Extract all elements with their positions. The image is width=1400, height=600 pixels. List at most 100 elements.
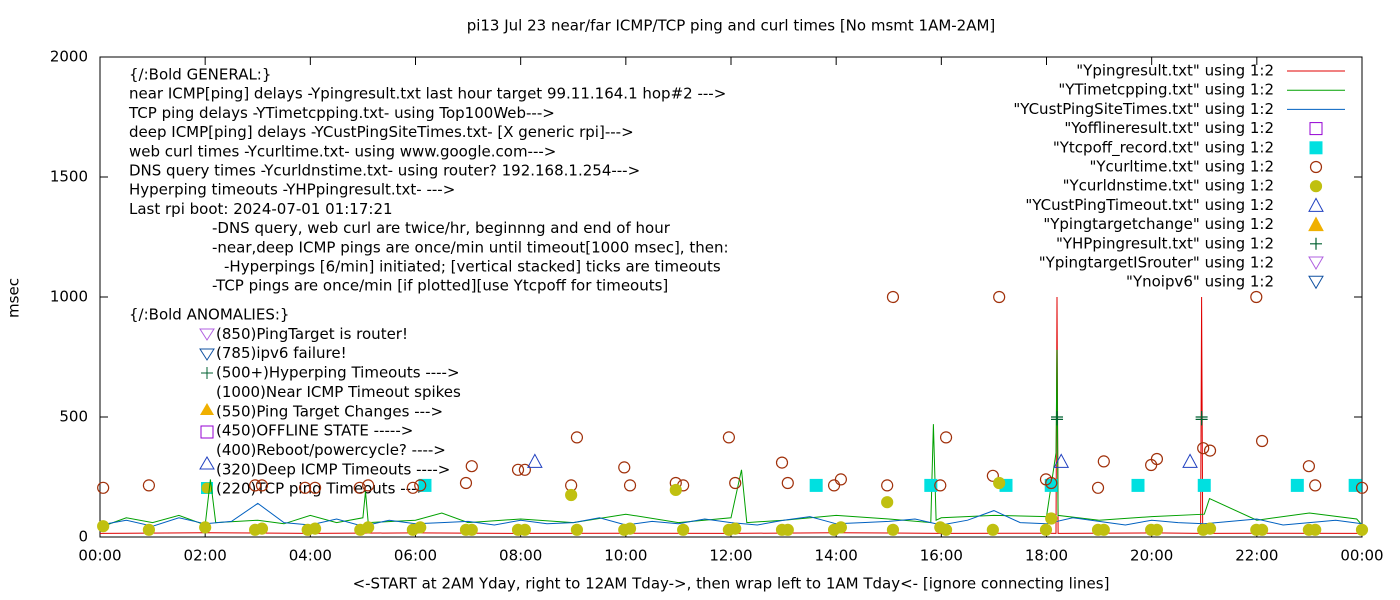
marker <box>308 481 322 494</box>
marker <box>722 431 735 444</box>
legend-swatch <box>1310 237 1322 250</box>
marker <box>993 476 1006 490</box>
x-tick-label: 12:00 <box>709 547 752 565</box>
marker <box>142 479 156 492</box>
series-line <box>99 349 1363 528</box>
marker <box>199 521 212 534</box>
legend-label: "Ypingresult.txt" using 1:2 <box>1076 62 1274 80</box>
legend-swatch <box>1309 141 1323 155</box>
annotation: (320)Deep ICMP Timeouts ----> <box>216 460 450 478</box>
marker <box>1355 523 1369 536</box>
legend-label: "Yofflineresult.txt" using 1:2 <box>1064 119 1274 137</box>
marker <box>939 431 953 444</box>
marker <box>1097 523 1110 536</box>
marker <box>465 460 478 473</box>
marker <box>570 523 584 536</box>
annotation: near ICMP[ping] delays -Ypingresult.txt … <box>129 85 726 103</box>
marker <box>934 479 947 492</box>
legend-swatch <box>1308 275 1324 290</box>
icon <box>199 348 215 361</box>
x-tick-label: 22:00 <box>1235 547 1278 565</box>
marker <box>1355 481 1369 494</box>
legend-swatch <box>1308 216 1324 232</box>
marker <box>729 476 742 490</box>
marker <box>834 521 847 534</box>
marker <box>353 481 366 494</box>
annotation: Hyperping timeouts -YHPpingresult.txt- -… <box>129 181 455 199</box>
y-tick-label: 2000 <box>50 48 88 66</box>
chart-title: pi13 Jul 23 near/far ICMP/TCP ping and c… <box>467 17 996 35</box>
annotation: (1000)Near ICMP Timeout spikes <box>216 383 461 401</box>
marker <box>459 476 473 490</box>
marker <box>465 523 478 536</box>
marker <box>1051 413 1064 426</box>
marker <box>1195 413 1208 426</box>
x-tick-label: 14:00 <box>815 547 858 565</box>
icon <box>201 367 213 379</box>
marker <box>511 463 525 476</box>
annotation: Last rpi boot: 2024-07-01 01:17:21 <box>129 200 393 218</box>
legend-swatch <box>1309 180 1323 193</box>
marker <box>255 479 269 492</box>
marker <box>362 479 375 492</box>
marker <box>97 481 110 494</box>
marker <box>986 523 999 536</box>
marker <box>418 478 432 492</box>
annotation: -TCP pings are once/min [if plotted][use… <box>212 277 668 295</box>
marker <box>827 479 841 492</box>
legend-label: "Ytcpoff_record.txt" using 1:2 <box>1053 138 1274 157</box>
annotation: (500+)Hyperping Timeouts ----> <box>216 364 460 382</box>
marker <box>939 523 953 536</box>
y-axis-label: msec <box>5 278 23 318</box>
marker <box>518 463 531 476</box>
annotation: (220)TCP ping Timeouts ---> <box>216 480 429 498</box>
icon <box>199 456 215 470</box>
legend-label: "YTimetcpping.txt" using 1:2 <box>1058 81 1274 99</box>
marker <box>406 481 419 494</box>
x-tick-label: 16:00 <box>920 547 963 565</box>
legend-label: "Ycurldnstime.txt" using 1:2 <box>1063 177 1274 195</box>
x-tick-label: 00:00 <box>78 547 121 565</box>
annotation: TCP ping delays -YTimetcpping.txt- using… <box>128 104 555 122</box>
marker <box>308 522 322 535</box>
marker <box>255 522 269 535</box>
marker <box>1302 460 1315 473</box>
annotation: (785)ipv6 failure! <box>216 344 347 362</box>
marker <box>362 521 375 534</box>
marker <box>1045 512 1058 525</box>
marker <box>1150 523 1164 536</box>
annotation: web curl times -Ycurltime.txt- using www… <box>129 142 556 160</box>
marker <box>677 523 690 536</box>
annotation: DNS query times -Ycurldnstime.txt- using… <box>129 162 640 180</box>
marker <box>1097 455 1110 468</box>
annotation: -near,deep ICMP pings are once/min until… <box>212 238 729 256</box>
marker <box>781 523 794 536</box>
legend-label: "YHPpingresult.txt" using 1:2 <box>1056 234 1274 252</box>
x-tick-label: 20:00 <box>1130 547 1173 565</box>
marker <box>729 522 742 535</box>
marker <box>1348 478 1362 492</box>
marker <box>775 456 789 469</box>
icon <box>200 403 214 415</box>
annotation: deep ICMP[ping] delays -YCustPingSiteTim… <box>129 123 634 141</box>
marker <box>809 478 823 492</box>
x-tick-label: 02:00 <box>184 547 227 565</box>
marker <box>669 483 682 497</box>
x-axis-label: <-START at 2AM Yday, right to 12AM Tday-… <box>353 575 1110 593</box>
icon <box>200 425 214 439</box>
marker <box>1091 481 1105 494</box>
annotation: {/:Bold ANOMALIES:} <box>129 306 289 324</box>
marker <box>1309 523 1322 536</box>
marker <box>565 488 578 502</box>
icon <box>199 328 215 341</box>
marker <box>623 479 637 492</box>
marker <box>881 496 894 509</box>
y-tick-label: 0 <box>78 528 88 546</box>
marker <box>414 521 427 534</box>
marker <box>249 479 262 492</box>
marker <box>518 523 531 536</box>
marker <box>570 431 584 444</box>
marker <box>1203 522 1217 535</box>
